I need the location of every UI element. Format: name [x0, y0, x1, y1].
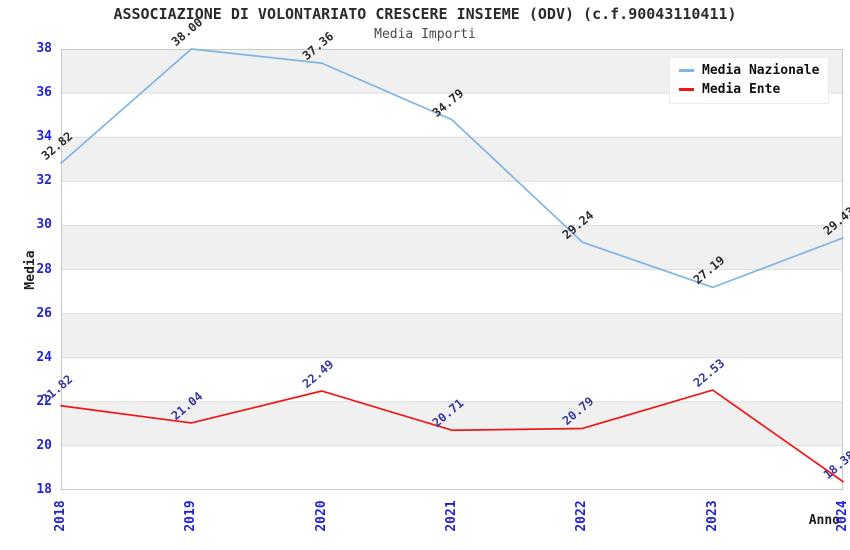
legend-item-media-nazionale: Media Nazionale — [679, 63, 819, 78]
y-tick-label: 38 — [36, 41, 52, 56]
y-tick-label: 26 — [36, 305, 52, 321]
y-tick-label: 18 — [36, 482, 52, 497]
plot-band — [61, 445, 843, 490]
legend-label-media-nazionale: Media Nazionale — [702, 63, 820, 78]
y-tick-label: 22 — [36, 393, 52, 409]
y-tick-label: 30 — [36, 217, 52, 233]
x-tick-label: 2024 — [835, 500, 850, 532]
x-tick-label: 2023 — [704, 500, 720, 532]
plot-band — [61, 225, 843, 270]
legend-swatch-media-ente — [679, 88, 694, 91]
series-line-media-nazionale — [60, 48, 844, 289]
plot-area — [60, 48, 844, 490]
y-tick-label: 24 — [36, 349, 52, 365]
x-tick-label: 2021 — [444, 500, 459, 532]
plot-band — [61, 269, 843, 314]
y-tick-label: 36 — [36, 85, 52, 101]
y-tick-label: 34 — [36, 129, 52, 145]
x-axis-title: Anno — [808, 513, 840, 528]
legend-swatch-media-nazionale — [679, 69, 694, 72]
x-tick-label: 2019 — [183, 500, 199, 532]
x-tick-label: 2022 — [574, 500, 590, 532]
series-line-media-ente — [60, 389, 844, 483]
legend-label-media-ente: Media Ente — [702, 82, 781, 97]
page-title: ASSOCIAZIONE DI VOLONTARIATO CRESCERE IN… — [113, 5, 737, 23]
plot-band — [61, 137, 843, 182]
plot-band — [61, 313, 843, 358]
legend: Media Nazionale Media Ente — [669, 57, 830, 104]
plot-band — [61, 181, 843, 226]
y-tick-label: 28 — [36, 261, 52, 277]
legend-item-media-ente: Media Ente — [679, 82, 819, 97]
x-tick-label: 2020 — [313, 500, 329, 532]
plot-svg — [60, 48, 844, 490]
plot-band — [61, 357, 843, 402]
chart-subtitle: Media Importi — [374, 27, 476, 42]
plot-band — [61, 401, 843, 446]
y-tick-label: 20 — [36, 437, 52, 453]
plot-border — [61, 49, 843, 490]
y-tick-label: 32 — [36, 173, 52, 189]
x-tick-label: 2018 — [53, 500, 68, 532]
